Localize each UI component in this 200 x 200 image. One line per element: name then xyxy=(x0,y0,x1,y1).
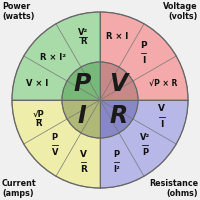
Text: V: V xyxy=(158,104,165,113)
Text: V × I: V × I xyxy=(26,79,48,88)
Text: I: I xyxy=(142,56,145,65)
Wedge shape xyxy=(100,100,188,188)
Wedge shape xyxy=(100,12,188,100)
Text: P: P xyxy=(114,150,120,159)
Text: R: R xyxy=(36,119,42,128)
Text: I: I xyxy=(160,120,164,129)
Text: R × I: R × I xyxy=(106,32,128,41)
Text: P: P xyxy=(52,133,58,142)
Text: Voltage
(volts): Voltage (volts) xyxy=(163,2,198,21)
Text: √P × R: √P × R xyxy=(149,79,177,88)
Text: √P: √P xyxy=(33,110,45,119)
Text: P: P xyxy=(142,148,148,157)
Text: V: V xyxy=(51,148,58,157)
Text: Current
(amps): Current (amps) xyxy=(2,179,37,198)
Text: V: V xyxy=(80,150,87,159)
Wedge shape xyxy=(100,62,138,100)
Text: R: R xyxy=(80,37,86,46)
Text: R × I²: R × I² xyxy=(40,53,66,62)
Text: R: R xyxy=(80,165,87,174)
Text: P: P xyxy=(73,72,90,96)
Wedge shape xyxy=(62,100,100,138)
Text: Power
(watts): Power (watts) xyxy=(2,2,35,21)
Text: R: R xyxy=(109,104,127,128)
Wedge shape xyxy=(62,62,100,100)
Wedge shape xyxy=(12,12,100,100)
Wedge shape xyxy=(12,100,100,188)
Text: V²: V² xyxy=(78,28,88,37)
Text: V²: V² xyxy=(140,133,150,142)
Text: I: I xyxy=(77,104,86,128)
Text: V: V xyxy=(109,72,127,96)
Wedge shape xyxy=(100,100,138,138)
Text: Resistance
(ohms): Resistance (ohms) xyxy=(149,179,198,198)
Text: I²: I² xyxy=(113,165,120,174)
Text: P: P xyxy=(140,41,147,50)
